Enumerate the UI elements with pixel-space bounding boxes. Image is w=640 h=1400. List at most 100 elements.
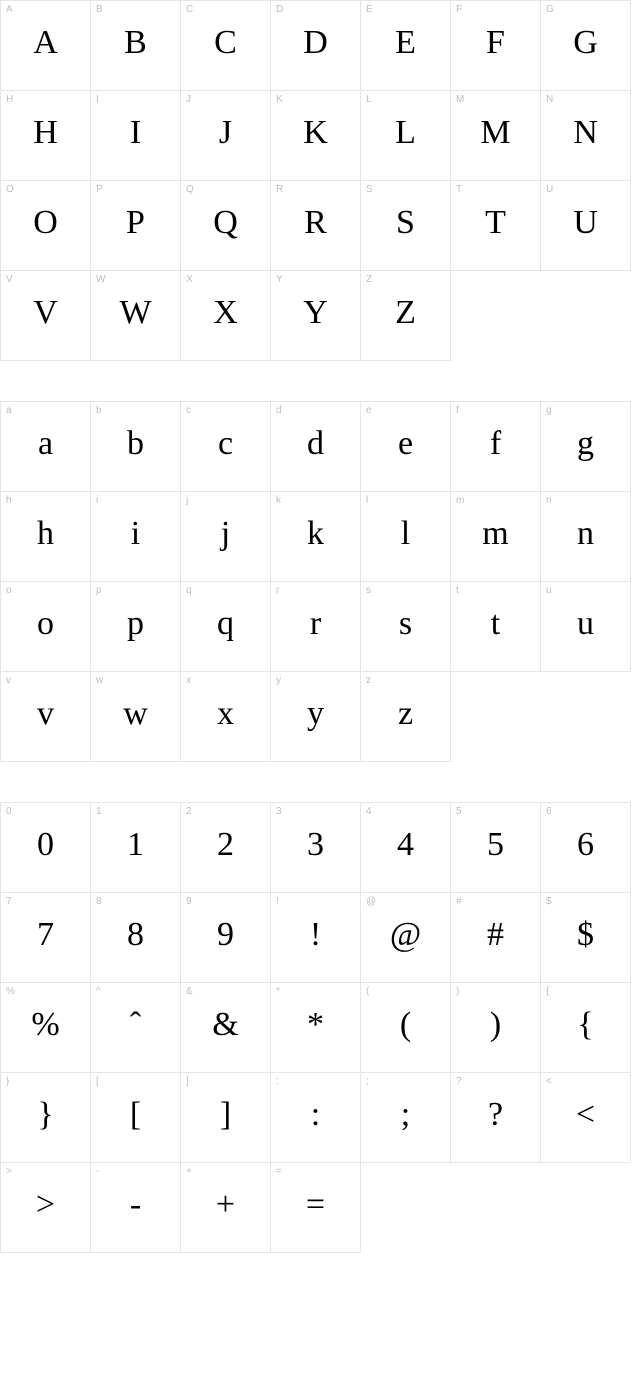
glyph-display: s — [399, 607, 412, 641]
glyph-label: 0 — [6, 806, 12, 817]
character-map: AABBCCDDEEFFGGHHIIJJKKLLMMNNOOPPQQRRSSTT… — [0, 0, 640, 1253]
glyph-display: L — [395, 116, 416, 150]
glyph-display: H — [33, 116, 58, 150]
glyph-display: ( — [400, 1008, 411, 1042]
glyph-label: v — [6, 675, 11, 686]
glyph-label: E — [366, 4, 373, 15]
glyph-label: w — [96, 675, 103, 686]
glyph-display: N — [573, 116, 598, 150]
glyph-cell: ZZ — [361, 271, 451, 361]
glyph-cell: qq — [181, 582, 271, 672]
glyph-cell: 99 — [181, 893, 271, 983]
glyph-label: f — [456, 405, 459, 416]
glyph-display: ; — [401, 1098, 410, 1132]
glyph-label: x — [186, 675, 191, 686]
glyph-display: > — [36, 1188, 55, 1222]
glyph-display: W — [119, 296, 151, 330]
glyph-cell: yy — [271, 672, 361, 762]
glyph-display: x — [217, 697, 234, 731]
glyph-display: ] — [220, 1098, 231, 1132]
glyph-cell: == — [271, 1163, 361, 1253]
glyph-label: ; — [366, 1076, 369, 1087]
glyph-cell: 66 — [541, 803, 631, 893]
glyph-label: G — [546, 4, 554, 15]
glyph-display: Y — [303, 296, 328, 330]
glyph-label: V — [6, 274, 13, 285]
glyph-cell: ?? — [451, 1073, 541, 1163]
glyph-cell: TT — [451, 181, 541, 271]
glyph-cell: ee — [361, 402, 451, 492]
glyph-cell: ww — [91, 672, 181, 762]
glyph-display: J — [219, 116, 232, 150]
glyph-label: X — [186, 274, 193, 285]
glyph-group-lowercase: aabbccddeeffgghhiijjkkllmmnnooppqqrrsstt… — [0, 401, 640, 762]
glyph-label: : — [276, 1076, 279, 1087]
glyph-display: [ — [130, 1098, 141, 1132]
glyph-display: V — [33, 296, 58, 330]
glyph-display: R — [304, 206, 327, 240]
glyph-display: o — [37, 607, 54, 641]
glyph-label: 9 — [186, 896, 192, 907]
glyph-cell: bb — [91, 402, 181, 492]
glyph-cell: zz — [361, 672, 451, 762]
glyph-cell: tt — [451, 582, 541, 672]
glyph-label: 4 — [366, 806, 372, 817]
glyph-cell: DD — [271, 1, 361, 91]
glyph-cell: EE — [361, 1, 451, 91]
glyph-display: P — [126, 206, 145, 240]
glyph-cell: VV — [1, 271, 91, 361]
glyph-cell: !! — [271, 893, 361, 983]
glyph-label: N — [546, 94, 553, 105]
glyph-label: > — [6, 1166, 12, 1177]
glyph-label: H — [6, 94, 13, 105]
glyph-label: [ — [96, 1076, 99, 1087]
glyph-label: { — [546, 986, 549, 997]
glyph-cell: pp — [91, 582, 181, 672]
glyph-cell: {{ — [541, 983, 631, 1073]
glyph-cell: )) — [451, 983, 541, 1073]
glyph-cell: XX — [181, 271, 271, 361]
glyph-cell: CC — [181, 1, 271, 91]
glyph-display: E — [395, 26, 416, 60]
glyph-cell: FF — [451, 1, 541, 91]
glyph-label: $ — [546, 896, 552, 907]
glyph-display: * — [307, 1008, 324, 1042]
glyph-display: ) — [490, 1008, 501, 1042]
glyph-label: Z — [366, 274, 372, 285]
glyph-cell: OO — [1, 181, 91, 271]
glyph-display: u — [577, 607, 594, 641]
glyph-cell: JJ — [181, 91, 271, 181]
glyph-cell: YY — [271, 271, 361, 361]
glyph-cell: RR — [271, 181, 361, 271]
glyph-cell: << — [541, 1073, 631, 1163]
glyph-display: 8 — [127, 918, 144, 952]
glyph-display: S — [396, 206, 415, 240]
glyph-label: q — [186, 585, 192, 596]
glyph-display: $ — [577, 918, 594, 952]
glyph-display: d — [307, 427, 324, 461]
glyph-cell: mm — [451, 492, 541, 582]
glyph-display: w — [123, 697, 148, 731]
glyph-label: } — [6, 1076, 9, 1087]
glyph-label: % — [6, 986, 15, 997]
glyph-cell: UU — [541, 181, 631, 271]
glyph-label: Y — [276, 274, 283, 285]
glyph-label: + — [186, 1166, 192, 1177]
glyph-display: k — [307, 517, 324, 551]
glyph-cell: jj — [181, 492, 271, 582]
glyph-label: h — [6, 495, 12, 506]
glyph-cell: :: — [271, 1073, 361, 1163]
glyph-cell: II — [91, 91, 181, 181]
glyph-cell: 33 — [271, 803, 361, 893]
glyph-label: e — [366, 405, 372, 416]
glyph-display: % — [31, 1008, 59, 1042]
glyph-display: i — [131, 517, 140, 551]
glyph-label: L — [366, 94, 372, 105]
glyph-display: 9 — [217, 918, 234, 952]
glyph-display: B — [124, 26, 147, 60]
glyph-cell: kk — [271, 492, 361, 582]
glyph-display: Z — [395, 296, 416, 330]
glyph-cell: MM — [451, 91, 541, 181]
glyph-cell: 11 — [91, 803, 181, 893]
glyph-cell: cc — [181, 402, 271, 492]
